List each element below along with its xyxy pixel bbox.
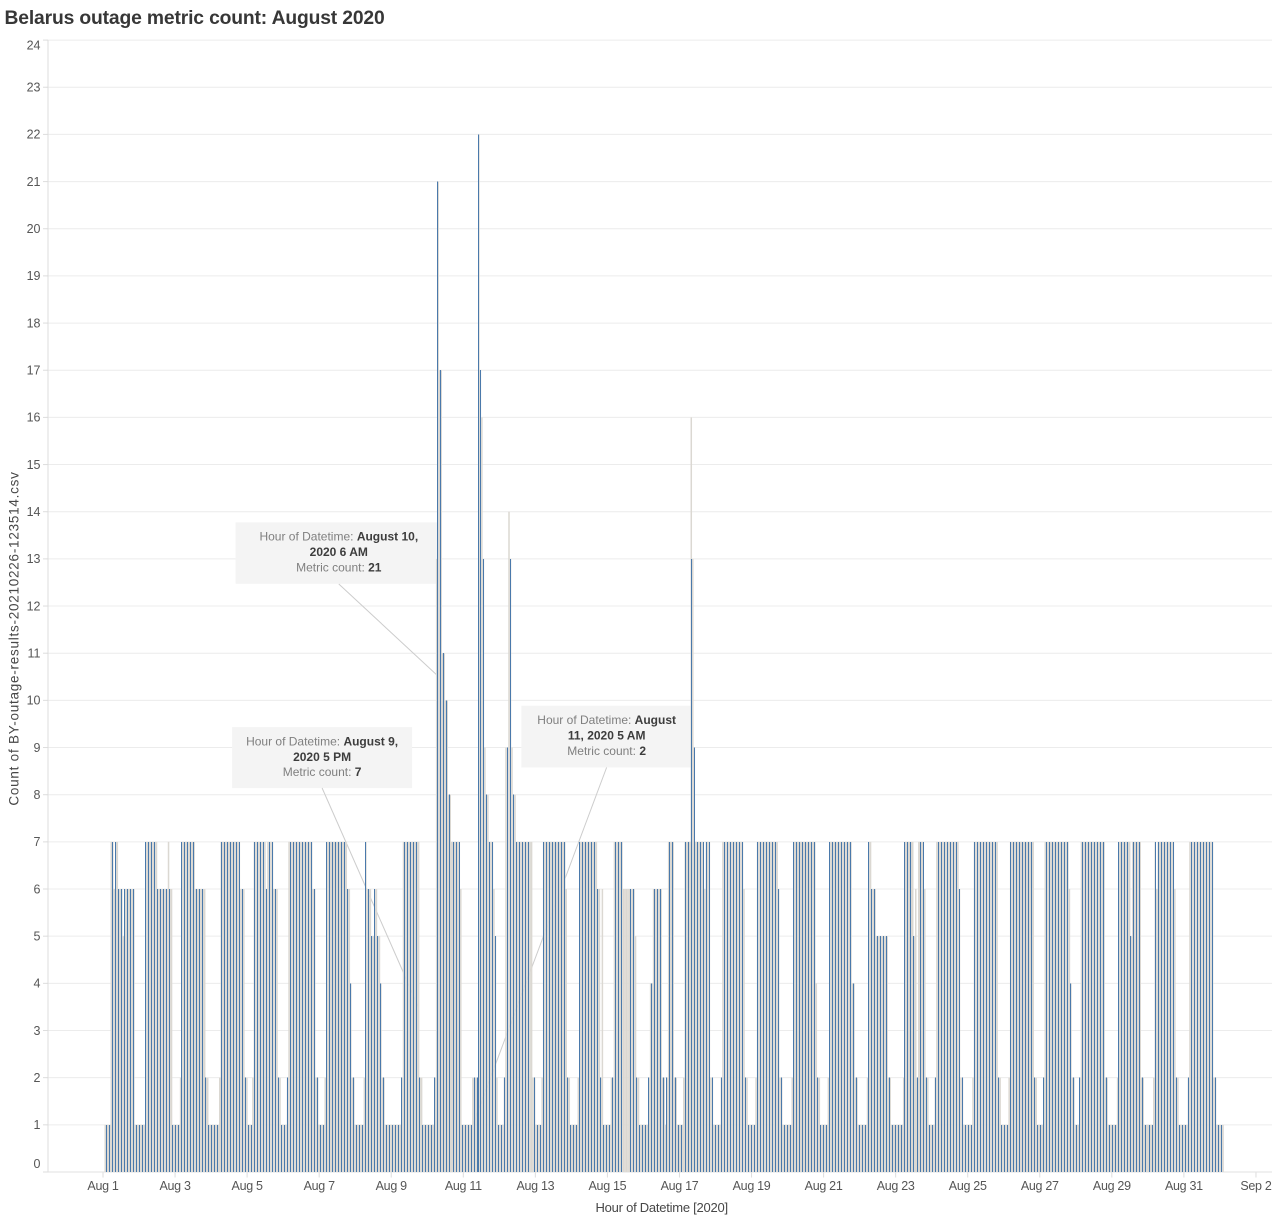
svg-text:Aug 17: Aug 17 (661, 1179, 699, 1193)
svg-text:Aug 31: Aug 31 (1165, 1179, 1203, 1193)
svg-text:5: 5 (34, 929, 41, 943)
svg-text:Aug 3: Aug 3 (159, 1179, 191, 1193)
svg-text:Aug 15: Aug 15 (589, 1179, 627, 1193)
svg-text:1: 1 (34, 1118, 41, 1132)
svg-text:Aug 23: Aug 23 (877, 1179, 915, 1193)
svg-text:9: 9 (34, 741, 41, 755)
svg-text:14: 14 (27, 505, 41, 519)
svg-text:Count of BY-outage-results-202: Count of BY-outage-results-20210226-1235… (7, 471, 22, 805)
svg-text:6: 6 (34, 882, 41, 896)
svg-text:21: 21 (27, 175, 41, 189)
svg-text:Aug 21: Aug 21 (805, 1179, 843, 1193)
svg-text:Aug 11: Aug 11 (445, 1179, 482, 1193)
svg-text:Aug 5: Aug 5 (232, 1179, 264, 1193)
svg-text:20: 20 (27, 222, 41, 236)
svg-text:Aug 19: Aug 19 (733, 1179, 771, 1193)
svg-text:Belarus outage metric count: A: Belarus outage metric count: August 2020 (5, 8, 385, 29)
svg-text:4: 4 (34, 977, 41, 991)
svg-text:3: 3 (34, 1024, 41, 1038)
svg-text:0: 0 (34, 1157, 41, 1171)
svg-text:Aug 25: Aug 25 (949, 1179, 987, 1193)
svg-text:2: 2 (34, 1071, 41, 1085)
svg-text:Aug 13: Aug 13 (516, 1179, 554, 1193)
svg-text:23: 23 (27, 81, 41, 95)
svg-text:18: 18 (27, 316, 41, 330)
svg-text:22: 22 (27, 128, 41, 142)
svg-text:Aug 1: Aug 1 (87, 1179, 119, 1193)
svg-text:Aug 7: Aug 7 (304, 1179, 336, 1193)
svg-text:Metric count: 2: Metric count: 2 (567, 744, 646, 758)
svg-text:12: 12 (27, 599, 41, 613)
svg-text:Metric count: 7: Metric count: 7 (283, 765, 362, 779)
svg-text:Hour of Datetime [2020]: Hour of Datetime [2020] (596, 1200, 728, 1215)
svg-text:15: 15 (27, 458, 41, 472)
svg-text:Sep 2: Sep 2 (1240, 1179, 1272, 1193)
svg-text:24: 24 (27, 39, 41, 53)
svg-text:13: 13 (27, 552, 41, 566)
svg-text:2020 6 AM: 2020 6 AM (310, 545, 368, 559)
svg-text:2020 5 PM: 2020 5 PM (293, 750, 351, 764)
svg-text:Metric count: 21: Metric count: 21 (296, 561, 382, 575)
svg-text:16: 16 (27, 411, 41, 425)
svg-text:11, 2020 5 AM: 11, 2020 5 AM (568, 728, 646, 742)
svg-text:Hour of Datetime: August 9,: Hour of Datetime: August 9, (246, 734, 398, 748)
svg-text:19: 19 (27, 269, 41, 283)
svg-text:10: 10 (27, 694, 41, 708)
svg-text:Hour of Datetime: August: Hour of Datetime: August (537, 713, 676, 727)
svg-text:Aug 9: Aug 9 (376, 1179, 408, 1193)
svg-text:17: 17 (27, 364, 41, 378)
svg-text:8: 8 (34, 788, 41, 802)
svg-text:Hour of Datetime: August 10,: Hour of Datetime: August 10, (259, 530, 418, 544)
svg-text:7: 7 (34, 835, 41, 849)
svg-text:Aug 27: Aug 27 (1021, 1179, 1059, 1193)
svg-text:11: 11 (28, 647, 41, 661)
svg-text:Aug 29: Aug 29 (1093, 1179, 1131, 1193)
